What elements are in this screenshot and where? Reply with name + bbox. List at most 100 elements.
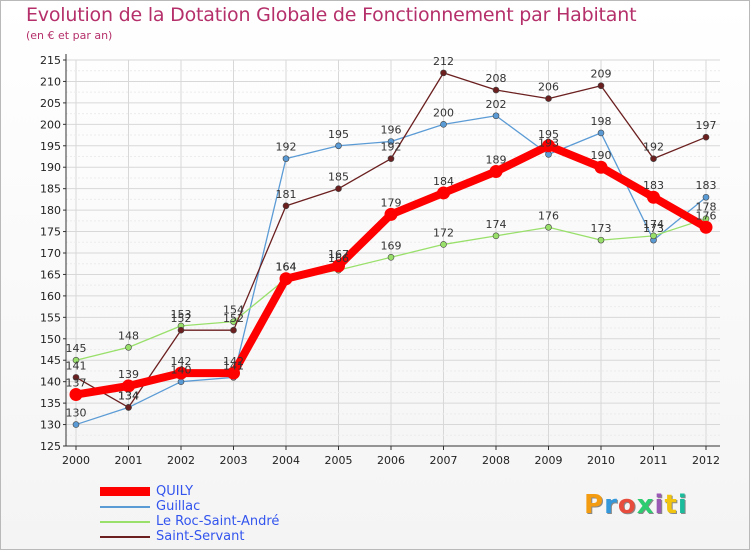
point-le-roc-saint-andr- [492, 232, 500, 240]
legend-swatch [100, 520, 150, 523]
data-label-quily: 167 [328, 248, 349, 261]
data-label-quily: 184 [433, 175, 454, 188]
data-label-saint-servant: 152 [171, 312, 192, 325]
data-label-quily: 164 [276, 261, 297, 274]
data-labels: 130 134 140 141 192 195 196 200 202 193 198 173 183 1… [66, 55, 717, 420]
point-saint-servant [177, 326, 185, 334]
data-label-quily: 142 [171, 355, 192, 368]
y-tick-label: 215 [40, 54, 61, 67]
y-tick-label: 205 [40, 97, 61, 110]
y-tick-label: 130 [40, 419, 61, 432]
data-label-saint-servant: 197 [696, 119, 717, 132]
data-label-le-roc-saint-andr-: 178 [696, 201, 717, 214]
x-tick-label: 2006 [377, 454, 405, 467]
legend-swatch [100, 535, 150, 538]
point-le-roc-saint-andr- [387, 253, 395, 261]
y-tick-label: 160 [40, 290, 61, 303]
data-label-quily: 183 [643, 179, 664, 192]
data-label-saint-servant: 206 [538, 81, 559, 94]
chart-subtitle: (en € et par an) [26, 29, 113, 42]
data-label-le-roc-saint-andr-: 172 [433, 226, 454, 239]
line-chart: 1251301351401451501551601651701751801851… [40, 54, 720, 467]
data-label-le-roc-saint-andr-: 169 [381, 239, 402, 252]
x-tick-label: 2004 [272, 454, 300, 467]
data-label-saint-servant: 208 [486, 72, 507, 85]
data-label-saint-servant: 185 [328, 171, 349, 184]
point-saint-servant [492, 86, 500, 94]
point-saint-servant [650, 155, 657, 162]
data-label-quily: 137 [66, 377, 87, 390]
data-label-guillac: 192 [276, 141, 297, 154]
legend-swatch [100, 487, 150, 496]
proxiti-logo: Proxiti [584, 490, 688, 520]
legend-item: Le Roc-Saint-André [100, 514, 279, 529]
point-guillac [440, 121, 447, 128]
y-tick-label: 210 [40, 75, 61, 88]
y-tick-label: 175 [40, 226, 61, 239]
data-label-le-roc-saint-andr-: 176 [538, 209, 559, 222]
data-label-saint-servant: 134 [118, 389, 139, 402]
data-label-guillac: 200 [433, 106, 454, 119]
logo-letter: r [604, 490, 618, 520]
y-tick-label: 200 [40, 118, 61, 131]
data-label-quily: 190 [591, 149, 612, 162]
point-guillac [702, 193, 710, 201]
point-guillac [492, 112, 500, 120]
data-label-saint-servant: 181 [276, 188, 297, 201]
data-label-quily: 179 [381, 196, 402, 209]
logo-letter: i [654, 490, 665, 520]
axes: 1251301351401451501551601651701751801851… [40, 54, 720, 467]
y-tick-label: 135 [40, 397, 61, 410]
point-saint-servant [387, 155, 395, 162]
point-guillac [72, 421, 80, 428]
y-tick-label: 190 [40, 161, 61, 174]
data-label-guillac: 140 [171, 364, 192, 377]
y-tick-label: 170 [40, 247, 61, 260]
logo-letter: t [664, 490, 678, 520]
data-label-le-roc-saint-andr-: 166 [328, 252, 349, 265]
point-quily [279, 272, 293, 286]
data-label-le-roc-saint-andr-: 145 [66, 342, 87, 355]
logo-letter: x [636, 490, 655, 520]
data-label-guillac: 141 [223, 359, 244, 372]
legend-item: QUILY [100, 484, 279, 499]
point-le-roc-saint-andr- [72, 356, 80, 364]
x-tick-label: 2002 [167, 454, 195, 467]
data-label-saint-servant: 192 [381, 141, 402, 154]
data-label-quily: 195 [538, 128, 559, 141]
data-label-saint-servant: 209 [591, 68, 612, 81]
data-label-saint-servant: 212 [433, 55, 454, 68]
legend-swatch [100, 505, 150, 508]
point-saint-servant [72, 374, 80, 381]
point-saint-servant [545, 95, 552, 102]
point-quily [699, 220, 713, 234]
point-le-roc-saint-andr- [650, 232, 657, 240]
point-le-roc-saint-andr- [545, 223, 552, 231]
point-saint-servant [335, 185, 342, 192]
data-label-quily: 176 [696, 209, 717, 222]
data-label-guillac: 173 [643, 222, 664, 235]
x-tick-label: 2000 [62, 454, 90, 467]
legend-label: Guillac [156, 498, 201, 514]
point-guillac [282, 155, 290, 162]
point-quily [384, 207, 398, 221]
point-quily [542, 139, 555, 153]
y-tick-label: 185 [40, 183, 61, 196]
data-label-saint-servant: 141 [66, 359, 87, 372]
legend-label: Saint-Servant [156, 528, 245, 544]
point-saint-servant [702, 133, 710, 141]
point-saint-servant [597, 82, 605, 90]
data-label-quily: 142 [223, 355, 244, 368]
point-quily [647, 190, 660, 204]
y-tick-label: 155 [40, 311, 61, 324]
point-quily [437, 186, 450, 200]
x-tick-label: 2003 [220, 454, 248, 467]
point-quily [69, 388, 83, 402]
data-label-guillac: 198 [591, 115, 612, 128]
point-le-roc-saint-andr- [597, 236, 605, 244]
data-label-guillac: 202 [486, 98, 507, 111]
data-label-guillac: 134 [118, 389, 139, 402]
data-label-le-roc-saint-andr-: 174 [643, 218, 664, 231]
data-label-guillac: 183 [696, 179, 717, 192]
series-layer [69, 69, 713, 428]
